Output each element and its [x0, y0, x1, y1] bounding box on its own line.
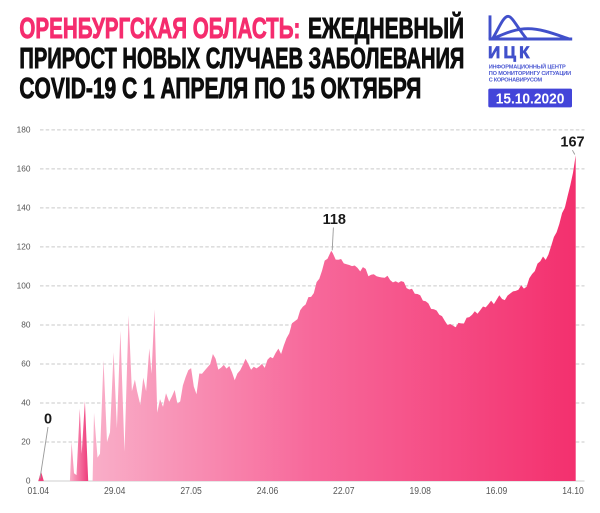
- svg-text:22.07: 22.07: [333, 486, 355, 497]
- svg-text:01.04: 01.04: [28, 486, 50, 497]
- svg-text:24.06: 24.06: [257, 486, 279, 497]
- svg-text:100: 100: [17, 281, 31, 291]
- svg-text:COVID-19 С 1 АПРЕЛЯ ПО 15 ОКТЯ: COVID-19 С 1 АПРЕЛЯ ПО 15 ОКТЯБРЯ: [19, 73, 421, 105]
- svg-text:ПРИРОСТ НОВЫХ СЛУЧАЕВ ЗАБОЛЕВА: ПРИРОСТ НОВЫХ СЛУЧАЕВ ЗАБОЛЕВАНИЯ: [19, 43, 464, 75]
- svg-text:80: 80: [21, 320, 31, 330]
- svg-text:15.10.2020: 15.10.2020: [496, 91, 565, 108]
- svg-text:0: 0: [26, 476, 31, 486]
- svg-text:180: 180: [17, 125, 31, 135]
- svg-text:118: 118: [323, 212, 346, 228]
- svg-text:16.09: 16.09: [486, 486, 508, 497]
- svg-text:160: 160: [17, 164, 31, 174]
- svg-text:С КОРОНАВИРУСОМ: С КОРОНАВИРУСОМ: [489, 78, 543, 84]
- svg-text:ИЦК: ИЦК: [488, 43, 530, 62]
- svg-text:60: 60: [21, 359, 31, 369]
- svg-text:40: 40: [21, 398, 31, 408]
- svg-text:ИНФОРМАЦИОННЫЙ ЦЕНТР: ИНФОРМАЦИОННЫЙ ЦЕНТР: [489, 63, 566, 71]
- svg-text:20: 20: [21, 437, 31, 447]
- svg-text:14.10: 14.10: [562, 486, 584, 497]
- svg-text:ПО МОНИТОРИНГУ СИТУАЦИИ: ПО МОНИТОРИНГУ СИТУАЦИИ: [489, 71, 572, 77]
- svg-text:0: 0: [44, 411, 52, 427]
- svg-text:19.08: 19.08: [409, 486, 431, 497]
- svg-text:ОРЕНБУРГСКАЯ ОБЛАСТЬ:: ОРЕНБУРГСКАЯ ОБЛАСТЬ:: [19, 13, 300, 45]
- svg-text:27.05: 27.05: [180, 486, 202, 497]
- svg-text:167: 167: [560, 134, 584, 150]
- svg-text:120: 120: [17, 242, 31, 252]
- svg-text:29.04: 29.04: [104, 486, 126, 497]
- svg-text:140: 140: [17, 203, 31, 213]
- svg-text:ЕЖЕДНЕВНЫЙ: ЕЖЕДНЕВНЫЙ: [308, 11, 464, 45]
